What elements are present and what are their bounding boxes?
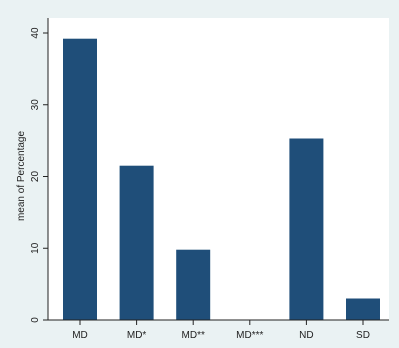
bar-0 <box>63 38 97 320</box>
x-tick-label-4: ND <box>299 330 313 341</box>
bar-2 <box>176 249 211 320</box>
x-tick-label-5: SD <box>356 330 370 341</box>
plot-area <box>48 18 389 320</box>
y-tick-label-1: 10 <box>30 242 41 254</box>
x-tick-label-3: MD*** <box>236 330 263 341</box>
x-tick-label-2: MD** <box>182 330 205 341</box>
y-ticks-layer: 0 10 20 30 40 <box>30 27 48 323</box>
y-tick-label-0: 0 <box>30 317 41 323</box>
y-axis-title: mean of Percentage <box>16 131 27 221</box>
bar-1 <box>119 165 154 320</box>
bar-4 <box>289 138 324 320</box>
y-tick-label-3: 30 <box>30 99 41 111</box>
bars-layer <box>63 38 380 320</box>
x-tick-label-1: MD* <box>127 330 147 341</box>
bar-5 <box>346 298 380 320</box>
x-ticks-layer: MD MD* MD** MD*** ND SD <box>72 320 370 341</box>
x-tick-label-0: MD <box>72 330 88 341</box>
y-tick-label-4: 40 <box>30 27 41 39</box>
y-tick-label-2: 20 <box>30 171 41 183</box>
